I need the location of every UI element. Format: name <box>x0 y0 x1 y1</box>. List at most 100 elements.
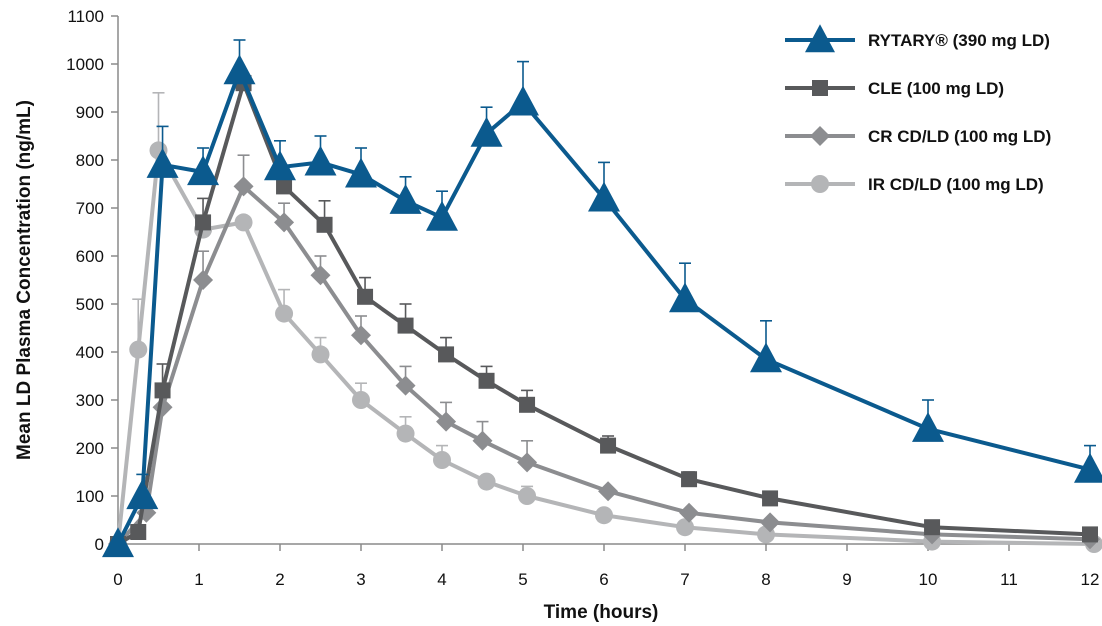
y-tick-label: 700 <box>76 199 104 218</box>
legend-label: CR CD/LD (100 mg LD) <box>868 127 1051 146</box>
legend: RYTARY® (390 mg LD) CLE (100 mg LD) CR CD/… <box>785 24 1051 194</box>
data-point-diamond <box>274 212 295 233</box>
x-tick-label: 6 <box>599 570 608 589</box>
plot-area <box>102 39 1102 558</box>
data-point-triangle <box>669 282 701 313</box>
data-point-triangle <box>146 148 179 178</box>
data-point-triangle <box>470 116 503 147</box>
data-point-circle <box>676 518 694 537</box>
data-point-diamond <box>472 430 493 451</box>
x-tick-label: 7 <box>680 570 689 589</box>
data-point-circle <box>595 506 613 525</box>
x-tick-label: 11 <box>1000 570 1018 589</box>
x-tick-label: 1 <box>194 570 203 589</box>
data-point-square <box>681 471 698 488</box>
legend-item: IR CD/LD (100 mg LD) <box>785 175 1044 194</box>
data-point-diamond <box>517 452 538 473</box>
y-tick-label: 400 <box>76 343 104 362</box>
data-point-square <box>478 372 495 389</box>
data-point-square <box>924 519 941 536</box>
data-point-triangle <box>389 184 422 214</box>
series-group <box>108 154 1100 554</box>
y-tick-label: 600 <box>76 247 104 266</box>
data-point-triangle <box>805 24 835 53</box>
x-tick-label: 3 <box>356 570 365 589</box>
data-point-square <box>1082 526 1098 543</box>
data-point-circle <box>275 304 294 323</box>
data-point-circle <box>129 340 148 359</box>
data-point-square <box>519 396 536 413</box>
y-tick-label: 0 <box>95 535 104 554</box>
data-point-square <box>397 317 414 334</box>
data-point-square <box>195 214 212 231</box>
legend-label: IR CD/LD (100 mg LD) <box>868 175 1044 194</box>
data-point-triangle <box>426 200 458 231</box>
y-tick-label: 1000 <box>66 55 104 74</box>
x-tick-label: 10 <box>919 570 938 589</box>
legend-label: CLE (100 mg LD) <box>868 79 1004 98</box>
data-point-square <box>812 80 828 96</box>
data-point-triangle <box>223 54 256 85</box>
x-tick-label: 4 <box>437 570 446 589</box>
series-group <box>110 75 1098 552</box>
y-tick-label: 800 <box>76 151 104 170</box>
data-point-diamond <box>436 411 457 432</box>
data-point-triangle <box>588 181 620 212</box>
data-point-circle <box>234 213 253 232</box>
data-point-diamond <box>351 325 371 346</box>
data-point-square <box>762 490 779 507</box>
data-point-diamond <box>310 265 331 286</box>
data-point-circle <box>433 451 451 469</box>
data-point-circle <box>477 472 496 491</box>
data-point-circle <box>311 345 330 364</box>
series-group <box>102 39 1102 558</box>
y-tick-label: 200 <box>76 439 104 458</box>
x-axis-title: Time (hours) <box>544 602 659 623</box>
data-point-diamond <box>598 481 619 502</box>
legend-item: CLE (100 mg LD) <box>785 79 1004 98</box>
data-point-circle <box>811 175 829 193</box>
y-tick-label: 900 <box>76 103 104 122</box>
data-point-circle <box>396 424 415 443</box>
y-axis-title: Mean LD Plasma Concentration (ng/mL) <box>14 100 35 460</box>
data-point-triangle <box>264 150 296 181</box>
legend-item: CR CD/LD (100 mg LD) <box>785 126 1051 146</box>
x-tick-label: 5 <box>518 570 527 589</box>
data-point-square <box>130 524 147 540</box>
y-tick-label: 100 <box>76 487 104 506</box>
data-point-triangle <box>507 85 539 116</box>
data-point-square <box>600 437 617 454</box>
data-point-triangle <box>1074 452 1102 483</box>
data-point-square <box>438 346 455 363</box>
data-point-square <box>276 178 293 195</box>
y-tick-label: 500 <box>76 295 104 314</box>
data-point-diamond <box>679 502 700 523</box>
data-point-triangle <box>750 342 782 373</box>
y-tick-label: 300 <box>76 391 104 410</box>
data-point-square <box>316 216 333 233</box>
x-tick-label: 2 <box>275 570 284 589</box>
data-point-square <box>154 382 171 399</box>
x-tick-label: 12 <box>1081 570 1100 589</box>
data-point-triangle <box>187 155 220 186</box>
data-point-triangle <box>912 412 944 442</box>
legend-item: RYTARY® (390 mg LD) <box>785 24 1050 53</box>
data-point-diamond <box>760 512 781 533</box>
data-point-diamond <box>395 375 416 396</box>
x-tick-label: 9 <box>842 570 851 589</box>
legend-label: RYTARY® (390 mg LD) <box>868 31 1050 50</box>
series-line <box>116 81 1091 546</box>
data-point-circle <box>518 487 537 505</box>
data-point-triangle <box>102 527 134 558</box>
x-tick-label: 8 <box>761 570 770 589</box>
data-point-triangle <box>126 479 159 510</box>
data-point-diamond <box>233 176 254 197</box>
data-point-triangle <box>304 145 337 176</box>
x-tick-label: 0 <box>113 570 122 589</box>
data-point-square <box>357 288 374 305</box>
y-tick-label: 1100 <box>67 7 104 26</box>
data-point-circle <box>352 391 370 409</box>
